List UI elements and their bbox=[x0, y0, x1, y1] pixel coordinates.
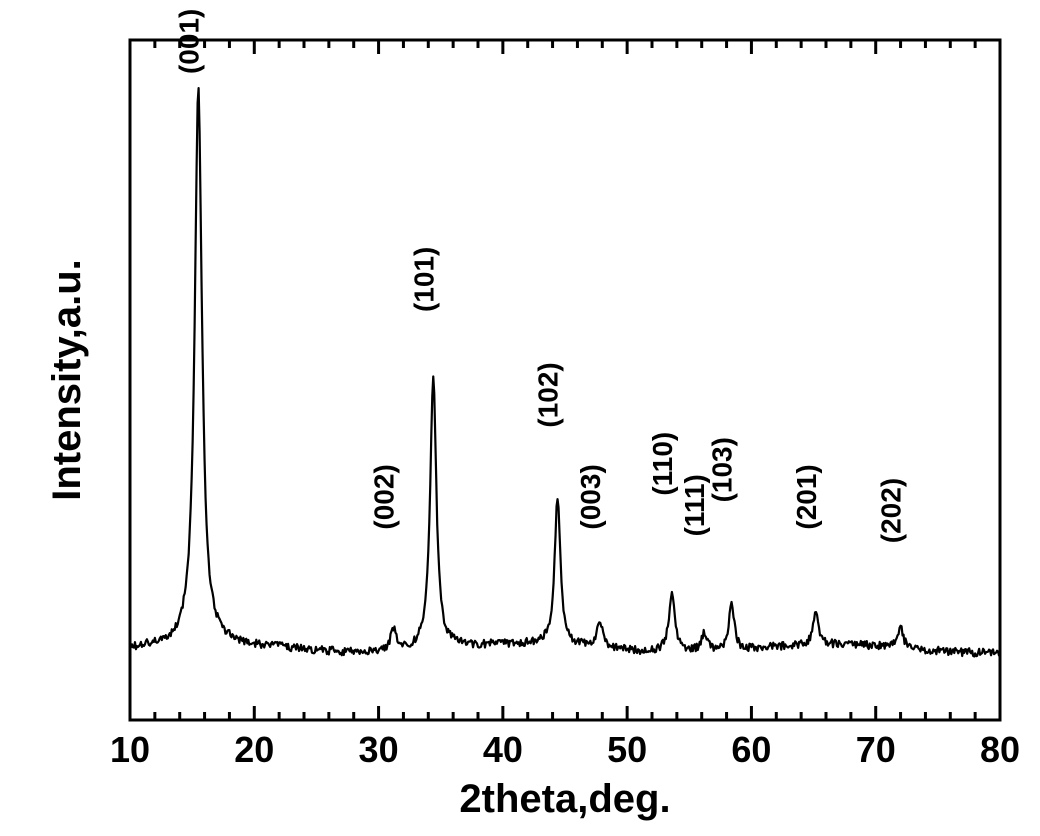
chart-svg: 10 20 30 40 50 60 70 80 (001) (002) (101) (102) (00… bbox=[0, 0, 1040, 836]
x-tick-label: 80 bbox=[980, 729, 1020, 770]
peak-label: (103) bbox=[707, 437, 738, 502]
x-tick-labels: 10 20 30 40 50 60 70 80 bbox=[110, 729, 1020, 770]
peak-label: (201) bbox=[791, 464, 822, 529]
x-tick-label: 20 bbox=[234, 729, 274, 770]
peak-label: (101) bbox=[408, 247, 439, 312]
x-tick-label: 40 bbox=[483, 729, 523, 770]
peak-label: (002) bbox=[368, 464, 399, 529]
x-axis-label: 2theta,deg. bbox=[459, 777, 670, 821]
x-tick-label: 30 bbox=[359, 729, 399, 770]
x-tick-label: 10 bbox=[110, 729, 150, 770]
peak-label: (001) bbox=[173, 9, 204, 74]
peak-label: (003) bbox=[575, 464, 606, 529]
y-axis-label: Intensity,a.u. bbox=[45, 259, 89, 501]
peak-labels: (001)(002)(101)(102)(003)(110)(111)(103)… bbox=[173, 9, 906, 544]
xrd-line bbox=[130, 88, 1000, 656]
xrd-chart: 10 20 30 40 50 60 70 80 (001) (002) (101) (102) (00… bbox=[0, 0, 1040, 836]
peak-label: (102) bbox=[533, 362, 564, 427]
x-tick-label: 60 bbox=[731, 729, 771, 770]
peak-label: (110) bbox=[647, 432, 678, 496]
peak-label: (202) bbox=[876, 478, 907, 543]
x-tick-label: 50 bbox=[607, 729, 647, 770]
x-tick-label: 70 bbox=[856, 729, 896, 770]
